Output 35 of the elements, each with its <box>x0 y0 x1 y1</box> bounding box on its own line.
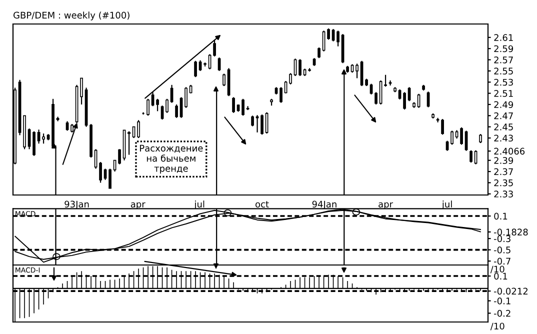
x-tick-label: oct <box>256 201 269 208</box>
x-tick-label: apr <box>378 202 394 210</box>
y-tick-label: -0.1 <box>494 298 510 304</box>
x-tick-label: 93Jan <box>64 200 89 210</box>
y-tick-label: 2.53 <box>494 78 513 86</box>
y-tick-label: 2.4066 <box>494 148 525 155</box>
y-axis-title: /10 <box>490 266 504 274</box>
y-tick-label: 2.59 <box>494 45 514 52</box>
y-tick-label: 0.1 <box>494 212 508 220</box>
y-tick-label: -0.3 <box>494 235 510 242</box>
x-tick-label: 94Jan <box>312 200 336 210</box>
y-tick-label: 2.55 <box>494 68 513 74</box>
x-tick-label: jul <box>194 200 204 210</box>
y-tick-label: -0.0212 <box>494 288 528 295</box>
x-tick-label: jul <box>442 200 452 210</box>
y-tick-label: 2.51 <box>494 90 513 97</box>
y-axis-title: /10 <box>490 322 504 330</box>
y-tick-label: 2.33 <box>494 190 513 198</box>
y-tick-label: 0.1 <box>494 272 508 280</box>
y-tick-label: 2.39 <box>494 157 514 164</box>
y-tick-label: 2.37 <box>494 168 513 176</box>
y-tick-label: 2.45 <box>494 124 513 130</box>
annotation: Расхождение на бычьем тренде <box>140 144 203 174</box>
x-tick-label: apr <box>130 202 146 210</box>
y-tick-label: -0.5 <box>494 246 510 254</box>
y-tick-label: 2.47 <box>494 112 513 120</box>
y-tick-label: 2.43 <box>494 134 513 142</box>
y-tick-label: -0.7 <box>494 258 510 265</box>
y-tick-label: 2.57 <box>494 56 513 64</box>
y-tick-label: -0.2 <box>494 310 510 317</box>
chart-title: GBP/DEM : weekly (#100) <box>14 12 130 20</box>
y-tick-label: 2.35 <box>494 179 513 186</box>
y-tick-label: 2.49 <box>494 101 514 108</box>
y-tick-label: -0.1828 <box>494 228 528 236</box>
y-tick-label: 2.61 <box>494 34 513 41</box>
